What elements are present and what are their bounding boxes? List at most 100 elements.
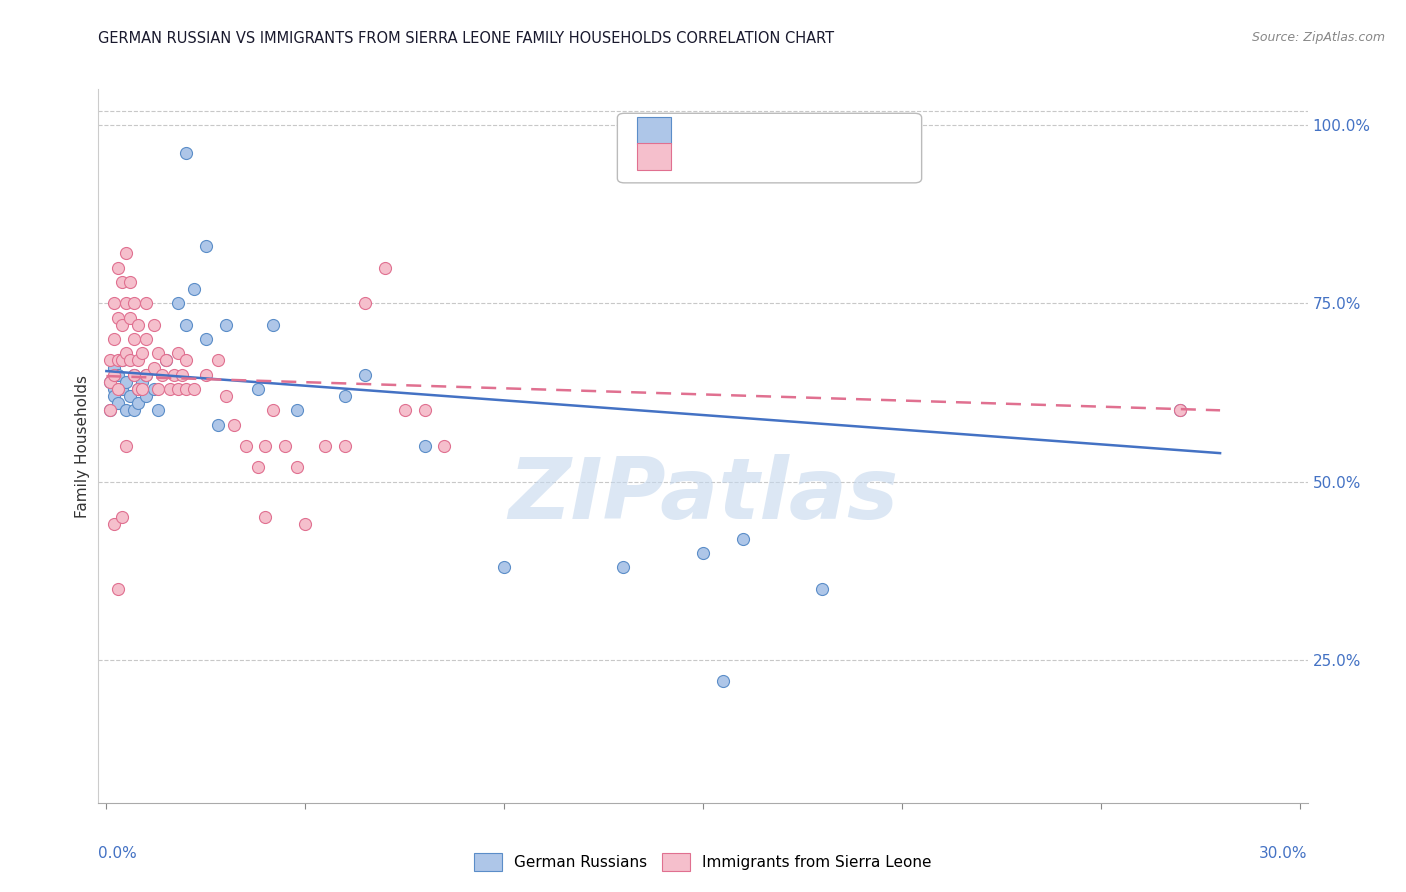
Point (174, 146, 197, 161)
Point (107, 260, 129, 275)
Point (394, 403, 416, 417)
Text: ZIPatlas: ZIPatlas (508, 454, 898, 538)
Point (127, 396, 149, 410)
Point (354, 296, 377, 310)
Point (122, 403, 145, 417)
Point (207, 417, 229, 432)
Point (122, 368, 145, 382)
Point (314, 439, 336, 453)
Point (167, 346, 190, 360)
Point (174, 353, 197, 368)
Point (115, 439, 138, 453)
Point (127, 318, 149, 332)
Point (413, 439, 436, 453)
Point (711, 674, 734, 689)
Point (120, 275, 142, 289)
Point (215, 318, 238, 332)
Point (183, 382, 205, 396)
Point (107, 396, 129, 410)
Point (433, 439, 456, 453)
Point (143, 382, 166, 396)
Point (103, 382, 125, 396)
Point (811, 582, 834, 596)
Point (111, 353, 134, 368)
Point (155, 353, 177, 368)
Point (143, 360, 166, 375)
Point (103, 296, 125, 310)
Point (167, 296, 190, 310)
Point (194, 368, 217, 382)
Point (98, 403, 121, 417)
Text: R = -0.048   N = 68: R = -0.048 N = 68 (681, 149, 824, 164)
Point (159, 382, 181, 396)
Point (194, 239, 217, 253)
Point (167, 382, 190, 396)
Point (98, 353, 121, 368)
Point (111, 353, 134, 368)
Point (135, 389, 157, 403)
Point (111, 510, 134, 524)
Point (115, 246, 138, 260)
Text: R = -0.096   N = 43: R = -0.096 N = 43 (681, 123, 824, 138)
Point (254, 439, 277, 453)
Point (120, 310, 142, 325)
Point (174, 318, 197, 332)
Point (354, 368, 377, 382)
Point (135, 368, 157, 382)
Point (246, 460, 269, 475)
Point (194, 332, 217, 346)
Point (103, 389, 125, 403)
Point (111, 382, 134, 396)
Point (246, 382, 269, 396)
Point (285, 403, 308, 417)
Point (294, 517, 316, 532)
Point (98, 375, 121, 389)
Point (115, 403, 138, 417)
Point (146, 382, 169, 396)
Point (127, 382, 149, 396)
Point (122, 332, 145, 346)
Point (262, 318, 284, 332)
Point (333, 389, 356, 403)
Point (131, 382, 153, 396)
Y-axis label: Family Households: Family Households (75, 375, 90, 517)
Point (146, 346, 169, 360)
Point (103, 368, 125, 382)
Point (1168, 403, 1191, 417)
Point (127, 382, 149, 396)
Point (413, 403, 436, 417)
Point (183, 282, 205, 296)
Point (120, 389, 142, 403)
Point (170, 368, 193, 382)
Legend: German Russians, Immigrants from Sierra Leone: German Russians, Immigrants from Sierra … (468, 847, 938, 877)
Point (115, 296, 138, 310)
Point (150, 368, 173, 382)
Point (215, 389, 238, 403)
Point (174, 382, 197, 396)
Text: GERMAN RUSSIAN VS IMMIGRANTS FROM SIERRA LEONE FAMILY HOUSEHOLDS CORRELATION CHA: GERMAN RUSSIAN VS IMMIGRANTS FROM SIERRA… (98, 31, 835, 46)
Text: 0.0%: 0.0% (98, 846, 138, 861)
Point (98, 375, 121, 389)
Point (107, 310, 129, 325)
Point (262, 403, 284, 417)
Point (254, 510, 277, 524)
Point (274, 439, 297, 453)
Point (135, 368, 157, 382)
Point (207, 353, 229, 368)
Point (333, 439, 356, 453)
Point (103, 360, 125, 375)
Point (127, 353, 149, 368)
Point (107, 353, 129, 368)
Point (115, 375, 138, 389)
Point (731, 532, 754, 546)
Point (107, 582, 129, 596)
Point (146, 403, 169, 417)
Point (494, 560, 516, 574)
Point (103, 332, 125, 346)
Point (222, 417, 245, 432)
Point (285, 460, 308, 475)
Point (135, 296, 157, 310)
Point (692, 546, 714, 560)
Point (111, 318, 134, 332)
Point (131, 346, 153, 360)
